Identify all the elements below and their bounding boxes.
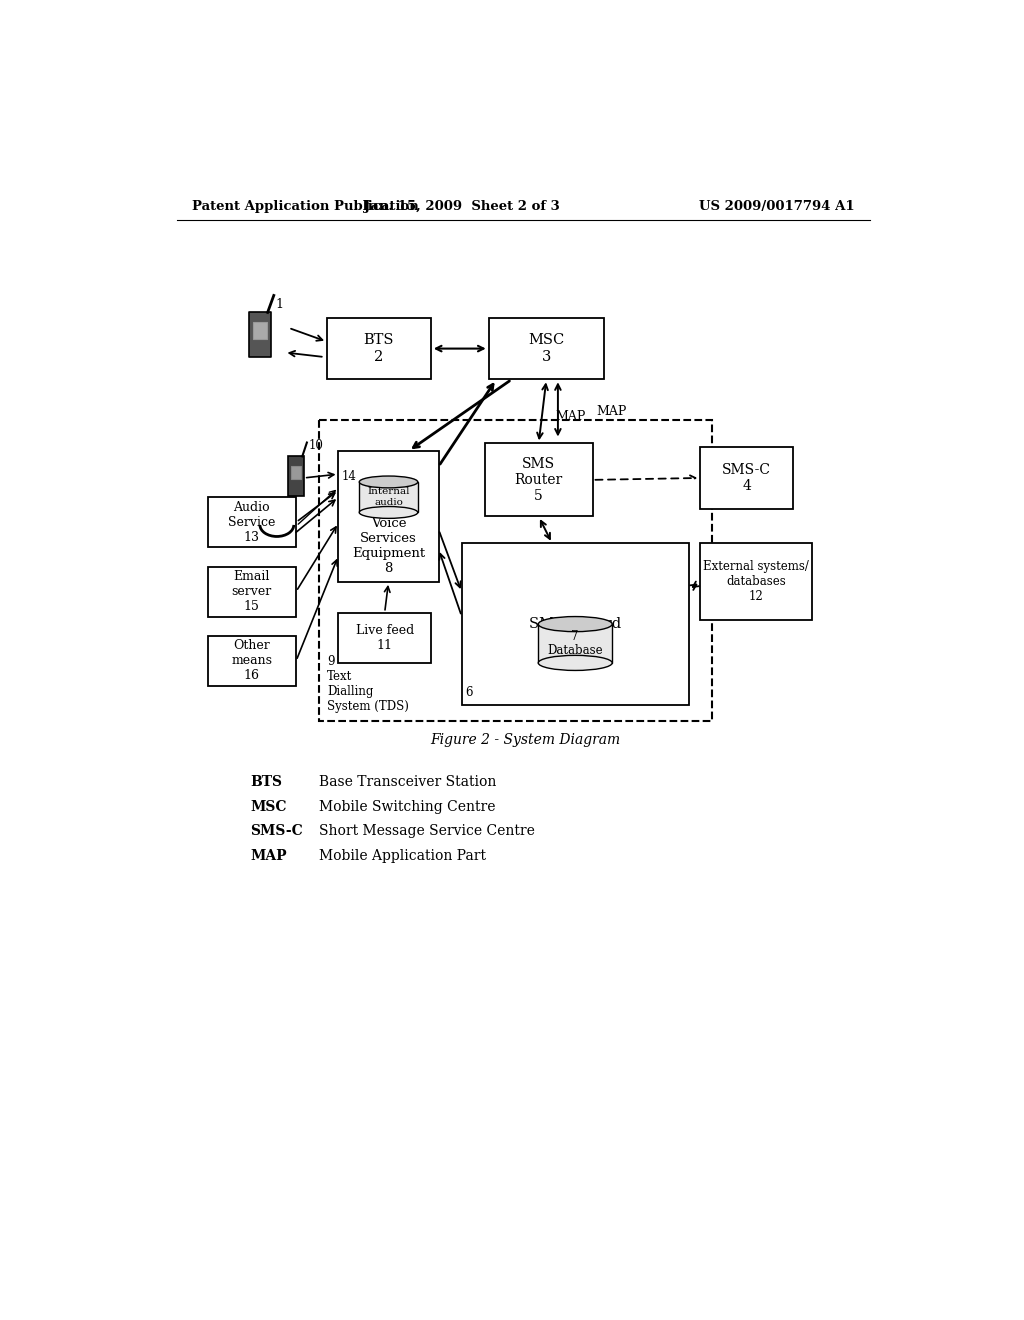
Bar xyxy=(339,612,431,663)
Text: Live feed
11: Live feed 11 xyxy=(355,624,414,652)
Text: 14: 14 xyxy=(342,470,356,483)
Text: BTS: BTS xyxy=(250,775,282,789)
Ellipse shape xyxy=(359,477,418,488)
Bar xyxy=(319,420,712,721)
Text: Base Transceiver Station: Base Transceiver Station xyxy=(319,775,497,789)
Text: External systems/
databases
12: External systems/ databases 12 xyxy=(703,561,809,603)
Text: Short Message Service Centre: Short Message Service Centre xyxy=(319,825,536,838)
Bar xyxy=(208,566,296,616)
Bar xyxy=(339,451,438,582)
Bar xyxy=(208,498,296,548)
Text: Jan. 15, 2009  Sheet 2 of 3: Jan. 15, 2009 Sheet 2 of 3 xyxy=(364,199,559,213)
Text: MAP: MAP xyxy=(596,405,627,418)
Bar xyxy=(700,447,793,508)
Bar xyxy=(208,636,296,686)
Text: SMS-C: SMS-C xyxy=(250,825,303,838)
Text: Patent Application Publication: Patent Application Publication xyxy=(193,199,419,213)
Text: Mobile Switching Centre: Mobile Switching Centre xyxy=(319,800,496,813)
Text: Mobile Application Part: Mobile Application Part xyxy=(319,849,486,863)
Ellipse shape xyxy=(359,507,418,519)
Bar xyxy=(253,322,267,339)
Text: Email
server
15: Email server 15 xyxy=(231,570,272,612)
Text: MAP: MAP xyxy=(556,409,586,422)
Text: SMS Wizard: SMS Wizard xyxy=(529,618,622,631)
Text: SMS-C
4: SMS-C 4 xyxy=(722,463,771,494)
Text: SMS
Router
5: SMS Router 5 xyxy=(514,457,563,503)
Ellipse shape xyxy=(539,655,612,671)
Bar xyxy=(488,318,604,379)
Bar xyxy=(484,444,593,516)
Bar xyxy=(359,482,418,512)
Text: Audio
Service
13: Audio Service 13 xyxy=(228,500,275,544)
Bar xyxy=(539,624,612,663)
Bar xyxy=(289,457,304,496)
Text: Other
means
16: Other means 16 xyxy=(231,639,272,682)
Text: Figure 2 - System Diagram: Figure 2 - System Diagram xyxy=(430,733,620,747)
Text: MAP: MAP xyxy=(250,849,287,863)
Text: US 2009/0017794 A1: US 2009/0017794 A1 xyxy=(698,199,854,213)
Text: MSC
3: MSC 3 xyxy=(528,334,564,364)
Text: 9
Text
Dialling
System (TDS): 9 Text Dialling System (TDS) xyxy=(327,655,409,713)
Bar xyxy=(700,544,812,620)
Text: MSC: MSC xyxy=(250,800,287,813)
Bar xyxy=(327,318,431,379)
Bar xyxy=(292,466,301,479)
Text: Voice
Services
Equipment
8: Voice Services Equipment 8 xyxy=(352,458,425,576)
Bar xyxy=(462,544,689,705)
Bar xyxy=(249,313,270,358)
Text: BTS
2: BTS 2 xyxy=(364,334,394,364)
Text: 7
Database: 7 Database xyxy=(548,630,603,657)
Text: 6: 6 xyxy=(466,686,473,700)
Text: 1: 1 xyxy=(275,298,284,312)
Text: Internal
audio: Internal audio xyxy=(368,487,410,507)
Ellipse shape xyxy=(539,616,612,632)
Text: 10: 10 xyxy=(308,440,324,453)
Bar xyxy=(260,531,294,544)
